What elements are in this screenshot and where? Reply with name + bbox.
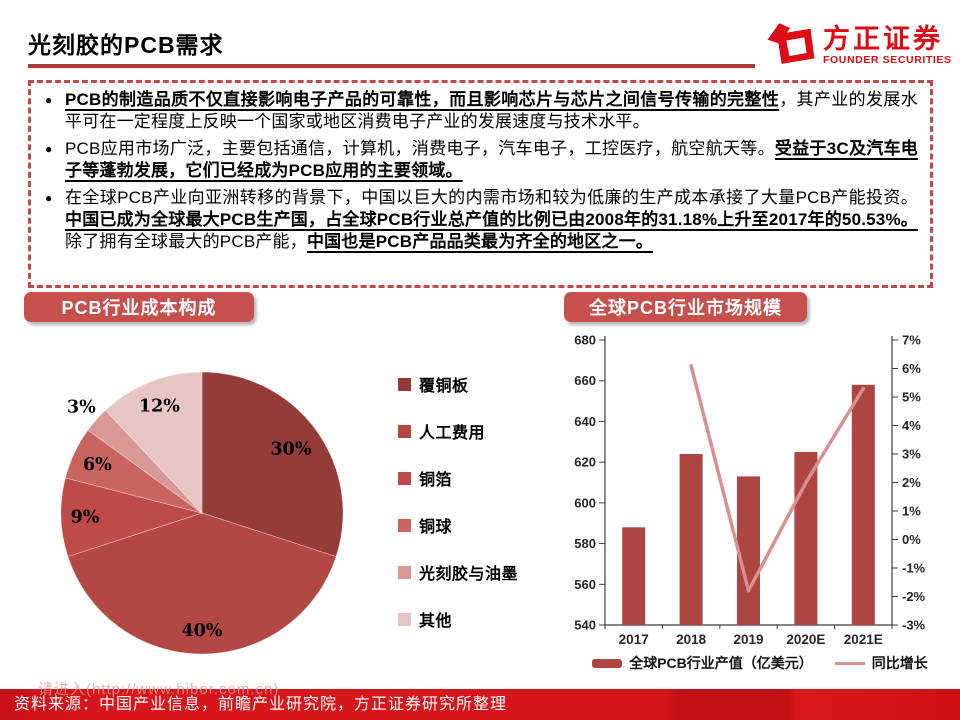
bullet-text: 在全球PCB产业向亚洲转移的背景下，中国以巨大的内需市场和较为低廉的生产成本承接…	[65, 188, 918, 207]
left-axis-tick: 580	[574, 536, 596, 551]
pie-legend-item: 铜球	[398, 518, 518, 536]
pie-legend-label: 铜箔	[419, 472, 453, 489]
bar-2017	[622, 527, 646, 625]
right-axis-tick: -1%	[902, 561, 926, 576]
x-axis-label: 2018	[676, 632, 707, 647]
right-axis-tick: 4%	[902, 418, 921, 433]
bullet-marker: ●	[45, 93, 53, 107]
pie-legend-swatch	[398, 612, 411, 626]
x-axis-label: 2020E	[786, 632, 825, 647]
pie-legend-label: 覆铜板	[419, 378, 469, 395]
pie-legend-item: 光刻胶与油墨	[398, 565, 518, 583]
left-axis-tick: 540	[574, 618, 596, 633]
line-series-swatch	[834, 661, 865, 665]
bullet-item: ● 在全球PCB产业向亚洲转移的背景下，中国以巨大的内需市场和较为低廉的生产成本承…	[39, 187, 918, 253]
bullet-text-emphasis: 受益于3C及汽车电子等蓬勃发展，它们已经成为PCB应用的主要领域。	[65, 139, 919, 180]
pie-legend-label: 其他	[419, 613, 453, 630]
pie-legend-label: 人工费用	[419, 425, 486, 442]
left-axis-tick: 560	[574, 577, 596, 592]
bullet-text-emphasis: 中国已成为全球最大PCB生产国，占全球PCB行业总产值的比例已由2008年的31…	[65, 210, 918, 229]
left-axis-tick: 660	[574, 373, 596, 388]
key-points-box: ● PCB的制造品质不仅直接影响电子产品的可靠性，而且影响芯片与芯片之间信号传输的…	[28, 80, 933, 288]
pie-slice-铜球	[65, 429, 203, 514]
legend-item-bar: 全球PCB行业产值（亿美元）	[592, 653, 813, 673]
pie-value-label: 6%	[83, 455, 112, 475]
page-title: 光刻胶的PCB需求	[28, 32, 224, 58]
founder-securities-logo: 方正证券 FOUNDER SECURITIES	[766, 18, 952, 71]
pie-value-label: 40%	[182, 621, 223, 641]
right-axis-tick: 5%	[902, 390, 921, 405]
bullet-marker: ●	[45, 142, 53, 156]
pie-value-label: 3%	[67, 398, 96, 418]
source-bar: 资料来源：中国产业信息，前瞻产业研究院，方正证券研究所整理	[0, 689, 960, 720]
left-axis-tick: 600	[574, 495, 596, 510]
pie-legend: 覆铜板人工费用铜箔铜球光刻胶与油墨 其他	[398, 377, 518, 659]
pie-legend-swatch	[398, 471, 411, 485]
left-axis-tick: 620	[574, 455, 596, 470]
right-axis-tick: 7%	[902, 333, 921, 348]
pie-slice-其他	[104, 371, 203, 514]
pie-legend-label: 铜球	[419, 519, 453, 536]
growth-line	[689, 363, 866, 593]
logo-cube-icon	[766, 18, 816, 71]
bullet-item: ● PCB的制造品质不仅直接影响电子产品的可靠性，而且影响芯片与芯片之间信号传输的…	[39, 89, 918, 133]
pie-legend-label: 光刻胶与油墨	[419, 566, 519, 583]
bullet-list: ● PCB的制造品质不仅直接影响电子产品的可靠性，而且影响芯片与芯片之间信号传输的…	[39, 89, 918, 253]
pie-legend-swatch	[398, 377, 411, 391]
bullet-text-emphasis: 中国也是PCB产品品类最为齐全的地区之一。	[306, 232, 654, 251]
bullet-text: 除了拥有全球最大的PCB产能，	[65, 232, 307, 251]
bullet-item: ● PCB应用市场广泛，主要包括通信，计算机，消费电子，汽车电子，工控医疗，航空航…	[39, 138, 918, 182]
right-axis-tick: 6%	[902, 361, 921, 376]
pie-legend-item: 铜箔	[398, 471, 518, 489]
pie-value-label: 9%	[71, 508, 100, 528]
pie-section-title: PCB行业成本构成	[24, 292, 254, 322]
line-series-label: 同比增长	[871, 655, 928, 671]
bar-2019	[737, 476, 760, 625]
pie-chart: 30% 40% 9% 6% 3% 12%	[60, 371, 344, 655]
left-axis-tick: 640	[574, 414, 596, 429]
pie-value-label: 30%	[271, 439, 312, 459]
x-axis-label: 2021E	[844, 632, 883, 647]
pie-legend-item: 其他	[398, 612, 518, 630]
pie-slice-光刻胶与油墨	[87, 409, 203, 514]
x-axis-label: 2017	[619, 632, 649, 647]
bar-section-title: 全球PCB行业市场规模	[564, 292, 807, 322]
pie-legend-item: 覆铜板	[398, 377, 518, 395]
bullet-text: ，其产业的发展水平可在一定程度上反映一个国家或地区消费电子产业的发展速度与技术水…	[65, 90, 918, 131]
right-axis-tick: -2%	[902, 589, 926, 604]
logo-name-en: FOUNDER SECURITIES	[823, 53, 952, 66]
pie-slice-人工费用	[67, 512, 337, 655]
right-axis-tick: -3%	[902, 618, 926, 633]
bar-2021E	[851, 384, 875, 625]
left-axis-tick: 680	[574, 333, 596, 348]
bar-series-swatch	[592, 658, 623, 668]
source-text: 资料来源：中国产业信息，前瞻产业研究院，方正证券研究所整理	[14, 696, 508, 713]
pie-slice-铜箔	[60, 477, 204, 558]
pie-legend-swatch	[398, 565, 411, 579]
pie-value-label: 12%	[139, 397, 180, 417]
right-axis-tick: 3%	[902, 447, 921, 462]
title-underline	[28, 64, 755, 68]
pie-legend-item: 人工费用	[398, 424, 518, 442]
pie-slice-覆铜板	[201, 371, 344, 558]
logo-name-cn: 方正证券	[823, 23, 943, 54]
right-axis-tick: 0%	[902, 532, 921, 547]
bar-2018	[679, 454, 703, 625]
watermark: 请进入(http://www.hibor.com.cn)	[38, 681, 280, 698]
bar-series-label: 全球PCB行业产值（亿美元）	[629, 655, 813, 671]
right-axis-tick: 1%	[902, 504, 921, 519]
x-axis-label: 2019	[733, 632, 763, 647]
bar-2020E	[794, 452, 818, 625]
legend-item-line: 同比增长	[834, 653, 928, 673]
right-axis-tick: 2%	[902, 475, 921, 490]
bar-line-chart: 540 560 580 600 620 640 660 680 -3% -2% -1% 0% 1% 2% 3…	[574, 333, 926, 648]
bullet-text-emphasis: PCB的制造品质不仅直接影响电子产品的可靠性，而且影响芯片与芯片之间信号传输的完…	[65, 90, 780, 109]
pie-legend-swatch	[398, 424, 411, 438]
bullet-text: PCB应用市场广泛，主要包括通信，计算机，消费电子，汽车电子，工控医疗，航空航天…	[65, 139, 775, 158]
bar-chart-legend: 全球PCB行业产值（亿美元） 同比增长	[575, 653, 945, 673]
pie-legend-swatch	[398, 518, 411, 532]
bullet-marker: ●	[45, 191, 53, 205]
